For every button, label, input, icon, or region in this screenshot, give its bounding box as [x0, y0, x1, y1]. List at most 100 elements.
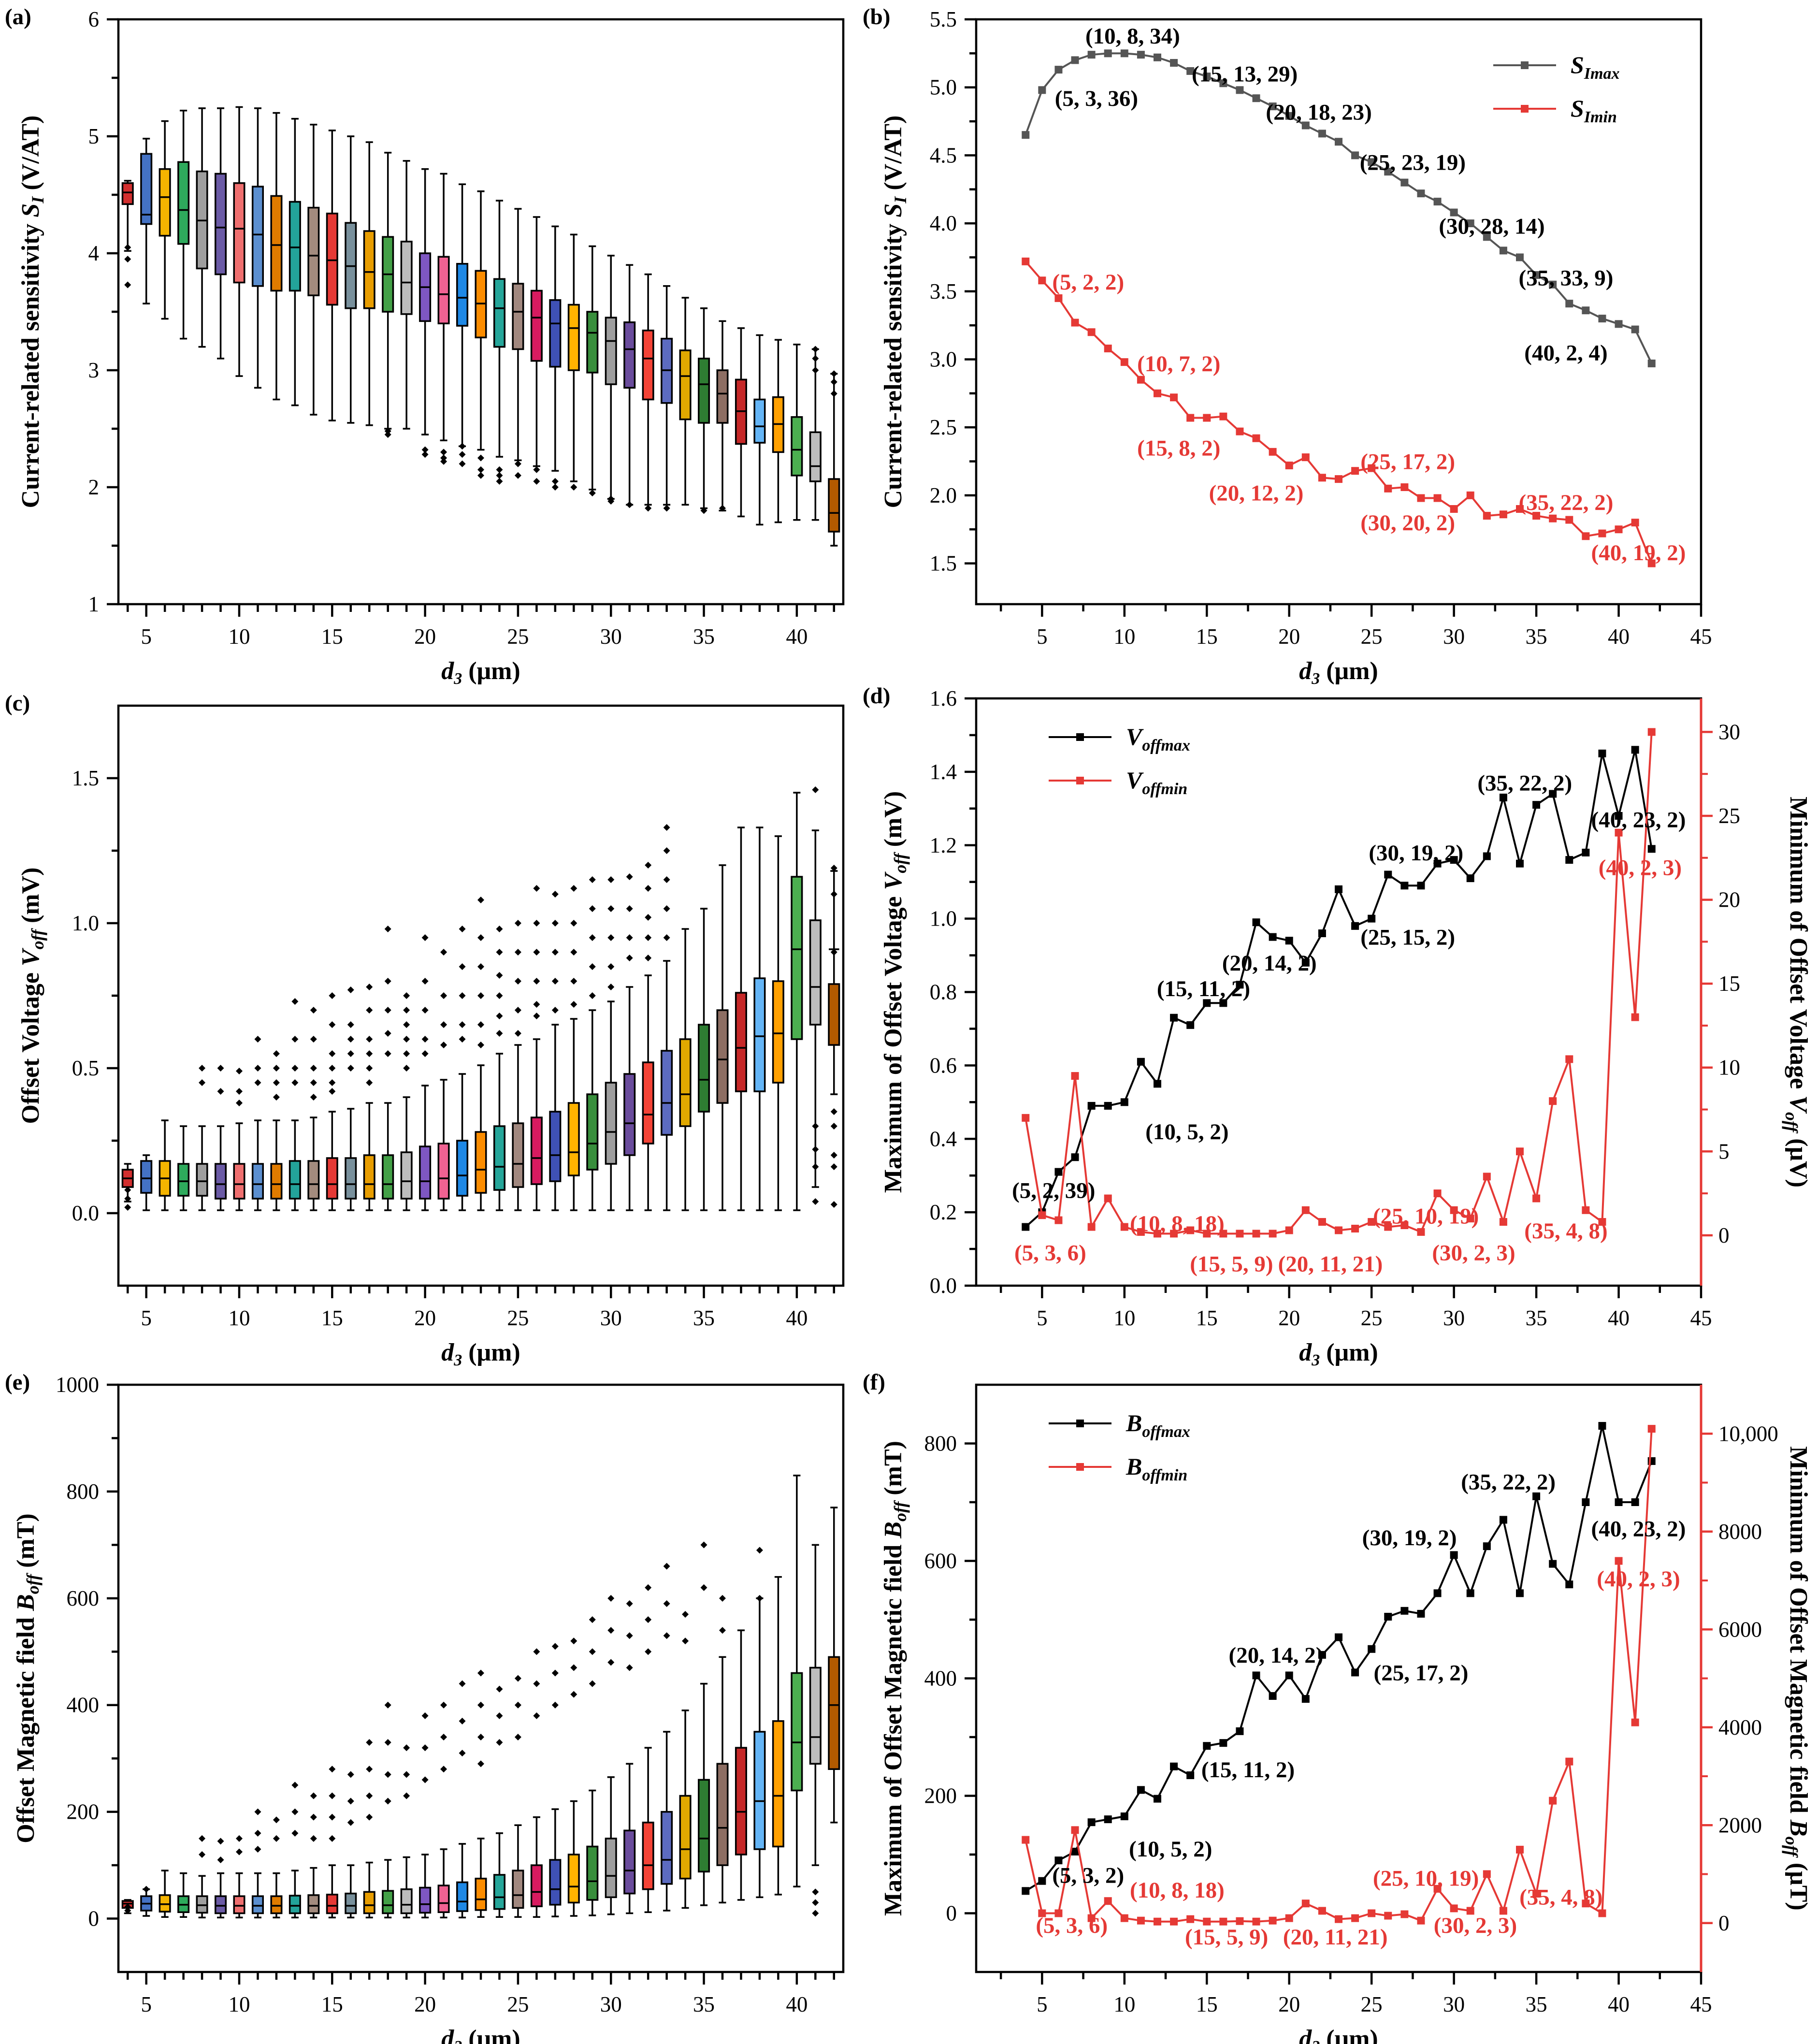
box-outlier — [124, 1903, 131, 1911]
box-iqr — [215, 1163, 227, 1200]
box-outlier — [570, 484, 577, 491]
x-tick-label: 40 — [1608, 624, 1630, 649]
y-tick-label: 1.4 — [930, 760, 957, 784]
series-marker — [1483, 233, 1491, 241]
box-iqr — [791, 1672, 803, 1792]
box-outlier — [384, 1771, 391, 1778]
box-iqr — [716, 1763, 729, 1866]
box-outlier — [440, 458, 447, 465]
legend-label: Voffmin — [1126, 767, 1187, 798]
box-outlier — [514, 1675, 521, 1682]
series-marker — [1236, 981, 1244, 989]
y-tick-label: 0 — [946, 1901, 957, 1926]
box-iqr — [809, 919, 822, 1026]
series-marker — [1582, 848, 1590, 856]
box-iqr — [307, 1894, 320, 1914]
box-outlier — [291, 1036, 299, 1043]
series-marker — [1301, 1206, 1310, 1214]
box-iqr — [586, 311, 599, 374]
box-iqr — [251, 186, 264, 287]
series-marker — [1318, 1651, 1326, 1659]
data-annotation: (30, 2, 3) — [1434, 1913, 1517, 1938]
series-marker — [1301, 1695, 1310, 1703]
data-annotation: (40, 23, 2) — [1591, 1517, 1686, 1542]
series-marker — [1499, 794, 1507, 802]
box-outlier — [254, 1808, 261, 1815]
box-outlier — [477, 1760, 484, 1768]
series-marker — [1285, 1914, 1293, 1922]
data-annotation: (5, 2, 2) — [1052, 270, 1124, 295]
data-annotation: (30, 19, 2) — [1369, 841, 1463, 866]
series-marker — [1532, 1194, 1541, 1203]
box-outlier — [533, 978, 540, 985]
box-outlier — [645, 505, 652, 512]
series-marker — [1022, 1836, 1030, 1844]
box-iqr — [605, 317, 617, 385]
box-outlier — [812, 1123, 819, 1130]
box-iqr — [586, 1093, 599, 1171]
series-marker — [1087, 1102, 1096, 1110]
series-marker — [1335, 475, 1342, 483]
x-axis-label: d3 (μm) — [441, 2025, 520, 2044]
box-iqr — [326, 1157, 338, 1200]
series-marker — [1285, 112, 1293, 120]
series-marker — [1219, 1230, 1227, 1238]
legend-swatch-marker — [1076, 777, 1084, 784]
box-outlier — [570, 949, 577, 956]
panel-label: (a) — [5, 4, 31, 29]
box-outlier — [347, 1798, 354, 1805]
x-tick-label: 35 — [1526, 624, 1547, 649]
box-outlier — [384, 926, 391, 932]
box-iqr — [456, 1881, 469, 1912]
box-iqr — [475, 1131, 487, 1194]
data-annotation: (40, 23, 2) — [1591, 808, 1686, 833]
series-marker — [1269, 1916, 1277, 1925]
y-tick-label: 3.0 — [930, 347, 957, 371]
box-outlier — [477, 466, 484, 473]
series-marker — [1170, 393, 1178, 402]
box-outlier — [663, 1563, 670, 1570]
series-marker — [1647, 845, 1656, 853]
legend-swatch-marker — [1076, 1420, 1084, 1427]
box-outlier — [496, 1030, 503, 1037]
box-outlier — [459, 1036, 466, 1043]
y-tick-label: 0.8 — [930, 980, 957, 1004]
box-outlier — [254, 1036, 261, 1043]
box-outlier — [347, 1036, 354, 1043]
box-iqr — [140, 1160, 153, 1194]
y-right-axis-label: Minimum of Offset Voltage Voff (μV) — [1782, 797, 1812, 1188]
box-outlier — [830, 865, 837, 871]
series-marker — [1516, 1147, 1524, 1156]
box-outlier — [551, 920, 559, 927]
data-annotation: (35, 22, 2) — [1519, 490, 1614, 515]
data-annotation: (35, 22, 2) — [1477, 771, 1572, 796]
series-marker — [1071, 319, 1079, 327]
box-outlier — [812, 1910, 819, 1917]
series-marker — [1236, 1917, 1244, 1925]
y-tick-label: 1.5 — [72, 766, 99, 790]
box-iqr — [345, 1157, 357, 1200]
box-iqr — [270, 1163, 283, 1200]
box-outlier — [514, 920, 521, 927]
box-iqr — [735, 992, 747, 1092]
box-outlier — [607, 984, 615, 990]
x-tick-label: 30 — [600, 624, 622, 649]
series-marker — [1368, 1645, 1376, 1653]
box-outlier — [143, 1885, 150, 1893]
box-outlier — [384, 427, 391, 435]
box-outlier — [551, 1007, 559, 1014]
box-iqr — [177, 161, 190, 245]
series-marker — [1252, 1671, 1260, 1680]
box-outlier — [291, 1782, 299, 1789]
series-marker — [1417, 882, 1425, 890]
box-outlier — [421, 1050, 429, 1057]
series-marker — [1038, 276, 1046, 285]
series-marker — [1384, 1912, 1392, 1920]
series-marker — [1120, 49, 1128, 58]
box-outlier — [329, 1079, 336, 1086]
box-outlier — [570, 1638, 577, 1645]
box-outlier — [626, 501, 633, 508]
box-outlier — [366, 1079, 373, 1086]
box-outlier — [514, 978, 521, 985]
